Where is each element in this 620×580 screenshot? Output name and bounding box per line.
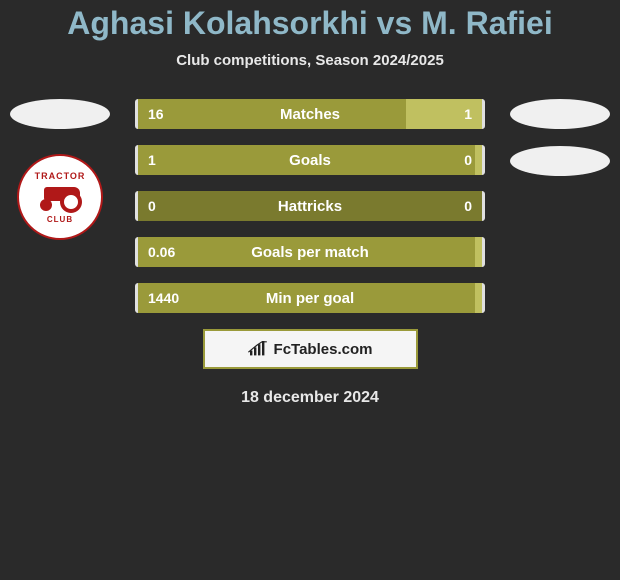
stat-label: Goals per match — [138, 237, 482, 267]
player-right-oval-2 — [510, 146, 610, 176]
stat-value-left: 0.06 — [148, 237, 175, 267]
stat-value-right: 1 — [464, 99, 472, 129]
stat-row-0: Matches16 1 — [135, 99, 485, 129]
brand-text: FcTables.com — [274, 341, 373, 358]
stat-value-right: 0 — [464, 191, 472, 221]
player-right-oval-1 — [510, 99, 610, 129]
badge-top-text: TRACTOR — [35, 171, 86, 181]
date-label: 18 december 2024 — [0, 389, 620, 407]
tractor-icon — [38, 183, 82, 213]
bars-area: TRACTOR CLUB Matches161Goals10Hattricks0… — [0, 99, 620, 313]
player-left-oval-1 — [10, 99, 110, 129]
stat-row-2: Hattricks0 0 — [135, 191, 485, 221]
stat-value-left: 1440 — [148, 283, 179, 313]
comparison-card: Aghasi Kolahsorkhi vs M. Rafiei Club com… — [0, 0, 620, 580]
stat-value-left: 0 — [148, 191, 156, 221]
stat-value-right: 0 — [464, 145, 472, 175]
subtitle: Club competitions, Season 2024/2025 — [0, 52, 620, 69]
stat-value-left: 1 — [148, 145, 156, 175]
badge-bottom-text: CLUB — [47, 215, 73, 224]
stat-row-4: Min per goal1440 — [135, 283, 485, 313]
brand-box[interactable]: FcTables.com — [203, 329, 418, 369]
page-title: Aghasi Kolahsorkhi vs M. Rafiei — [0, 5, 620, 42]
stat-label: Min per goal — [138, 283, 482, 313]
stat-value-left: 16 — [148, 99, 164, 129]
stat-row-3: Goals per match0.06 — [135, 237, 485, 267]
club-badge-left: TRACTOR CLUB — [17, 154, 103, 240]
stat-label: Matches — [138, 99, 482, 129]
stat-label: Goals — [138, 145, 482, 175]
stat-bars: Matches161Goals10Hattricks00Goals per ma… — [135, 99, 485, 313]
stat-label: Hattricks — [138, 191, 482, 221]
chart-icon — [248, 341, 268, 357]
stat-row-1: Goals1 0 — [135, 145, 485, 175]
